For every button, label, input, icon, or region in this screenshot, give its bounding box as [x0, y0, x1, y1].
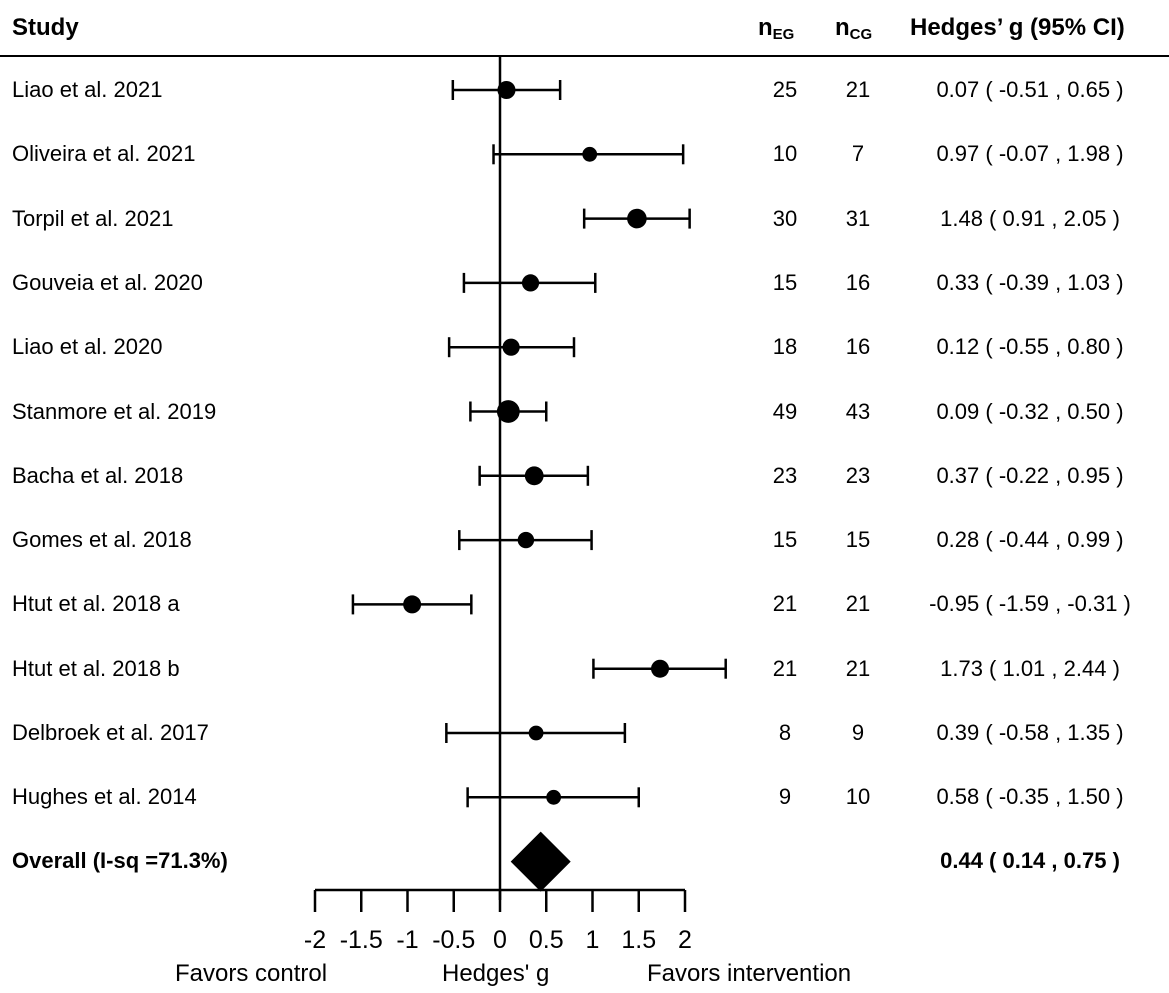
n-eg-value: 25 [772, 77, 798, 102]
n-eg-value: 21 [772, 655, 798, 681]
overall-diamond [510, 831, 571, 892]
n-eg-value: 18 [772, 334, 798, 360]
point-estimate [496, 400, 520, 423]
header-n-eg-sub: EG [772, 26, 795, 43]
n-cg-value: 10 [845, 784, 871, 810]
point-estimate [502, 338, 520, 356]
header-n-eg-base: n [758, 14, 773, 41]
study-label: Gouveia et al. 2020 [12, 269, 203, 295]
ci-text: 0.39 ( -0.58 , 1.35 ) [936, 720, 1124, 745]
x-tick-label: 2 [678, 926, 692, 954]
study-label: Liao et al. 2021 [12, 77, 163, 102]
header-n-cg-base: n [835, 14, 850, 41]
n-cg-value: 16 [845, 269, 871, 295]
axis-left-label: Favors control [175, 960, 328, 987]
x-tick-label: 1 [586, 926, 600, 954]
x-tick-label: -1 [396, 926, 418, 954]
ci-text: 0.33 ( -0.39 , 1.03 ) [936, 269, 1124, 295]
point-estimate [528, 725, 544, 741]
n-eg-value: 30 [772, 205, 798, 231]
n-eg-value: 8 [778, 720, 792, 745]
ci-text: 0.97 ( -0.07 , 1.98 ) [936, 141, 1124, 167]
study-label: Stanmore et al. 2019 [12, 398, 217, 424]
header-effect: Hedges’ g (95% CI) [910, 14, 1125, 41]
point-estimate [497, 81, 516, 99]
n-cg-value: 23 [845, 462, 871, 488]
n-cg-value: 15 [845, 527, 871, 553]
ci-text: 0.07 ( -0.51 , 0.65 ) [936, 77, 1124, 102]
n-eg-value: 49 [772, 398, 798, 424]
axis-title: Hedges' g [442, 960, 550, 987]
n-cg-value: 21 [845, 655, 871, 681]
study-label: Htut et al. 2018 b [12, 655, 180, 681]
point-estimate [546, 789, 562, 805]
header-n-cg-sub: CG [849, 26, 873, 43]
x-tick-label: 0.5 [529, 926, 564, 954]
n-cg-value: 31 [845, 205, 871, 231]
n-cg-value: 16 [845, 334, 871, 360]
study-label: Hughes et al. 2014 [12, 784, 197, 810]
ci-text: -0.95 ( -1.59 , -0.31 ) [929, 591, 1131, 617]
study-label: Delbroek et al. 2017 [12, 720, 209, 745]
header-n-cg: nCG [835, 14, 872, 43]
point-estimate [582, 146, 598, 162]
n-eg-value: 21 [772, 591, 798, 617]
header-n-eg: nEG [758, 14, 794, 43]
n-eg-value: 23 [772, 462, 798, 488]
study-label: Gomes et al. 2018 [12, 527, 192, 553]
x-tick-label: -0.5 [432, 926, 475, 954]
point-estimate [403, 595, 422, 614]
ci-text: 0.28 ( -0.44 , 0.99 ) [936, 527, 1124, 553]
study-label: Htut et al. 2018 a [12, 591, 180, 617]
n-eg-value: 9 [778, 784, 792, 810]
point-estimate [627, 208, 647, 229]
header-study: Study [12, 14, 79, 41]
x-tick-label: 0 [493, 926, 507, 954]
study-label: Torpil et al. 2021 [12, 205, 174, 231]
ci-text: 0.37 ( -0.22 , 0.95 ) [936, 462, 1124, 488]
point-estimate [524, 466, 544, 486]
n-cg-value: 9 [851, 720, 865, 745]
study-label: Liao et al. 2020 [12, 334, 163, 360]
n-cg-value: 7 [851, 141, 865, 167]
x-tick-label: -2 [304, 926, 326, 954]
ci-text: 0.58 ( -0.35 , 1.50 ) [936, 784, 1124, 810]
x-tick-label: -1.5 [340, 926, 383, 954]
point-estimate [517, 531, 535, 549]
study-label: Bacha et al. 2018 [12, 462, 184, 488]
overall-ci-text: 0.44 ( 0.14 , 0.75 ) [940, 847, 1120, 873]
ci-text: 1.73 ( 1.01 , 2.44 ) [940, 655, 1120, 681]
point-estimate [651, 659, 670, 678]
overall-label: Overall (I-sq =71.3%) [12, 847, 228, 873]
n-eg-value: 15 [772, 527, 798, 553]
n-eg-value: 10 [772, 141, 798, 167]
x-tick-label: 1.5 [621, 926, 656, 954]
n-cg-value: 21 [845, 591, 871, 617]
axis-right-label: Favors intervention [647, 960, 852, 987]
ci-text: 0.09 ( -0.32 , 0.50 ) [936, 398, 1124, 424]
ci-text: 0.12 ( -0.55 , 0.80 ) [936, 334, 1124, 360]
point-estimate [521, 274, 540, 292]
n-eg-value: 15 [772, 269, 798, 295]
study-label: Oliveira et al. 2021 [12, 141, 196, 167]
ci-text: 1.48 ( 0.91 , 2.05 ) [940, 205, 1120, 231]
n-cg-value: 21 [845, 77, 871, 102]
n-cg-value: 43 [845, 398, 871, 424]
